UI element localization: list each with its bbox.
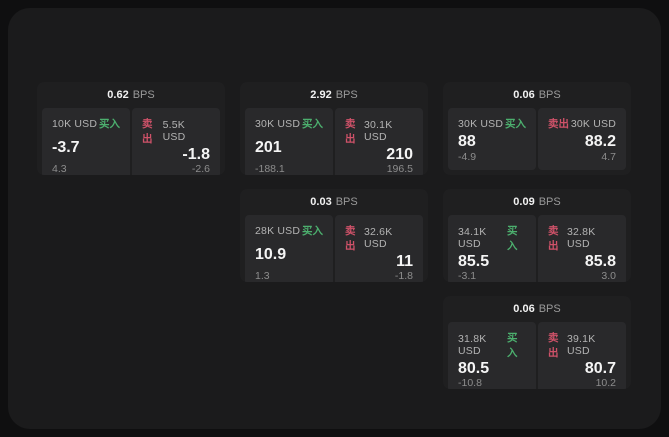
buy-label: 买入 xyxy=(505,118,526,130)
quote-card: 0.03 BPS 28K USD 买入 10.9 1.3 卖出 32.6K US… xyxy=(240,189,428,282)
sell-price: -1.8 xyxy=(182,146,210,163)
buy-pane[interactable]: 30K USD 买入 88 -4.9 xyxy=(448,108,536,170)
bps-unit: BPS xyxy=(538,303,561,315)
quote-card: 0.06 BPS 31.8K USD 买入 80.5 -10.8 卖出 39.1… xyxy=(443,296,631,389)
quotes-grid: 0.62 BPS 10K USD 买入 -3.7 4.3 卖出 5.5K USD xyxy=(37,82,631,389)
bps-value: 0.06 xyxy=(513,89,535,101)
buy-price: 80.5 xyxy=(458,360,490,377)
buy-price: 85.5 xyxy=(458,253,490,270)
buy-pane[interactable]: 28K USD 买入 10.9 1.3 xyxy=(245,215,333,282)
buy-price: -3.7 xyxy=(52,138,80,156)
card-body: 28K USD 买入 10.9 1.3 卖出 32.6K USD 11 -1.8 xyxy=(240,215,428,282)
sell-notional: 32.8K USD xyxy=(566,226,596,250)
bps-header: 0.62 BPS xyxy=(37,82,225,108)
sell-price: 85.8 xyxy=(584,253,616,270)
quotes-panel: 0.62 BPS 10K USD 买入 -3.7 4.3 卖出 5.5K USD xyxy=(8,8,661,429)
buy-label: 买入 xyxy=(302,118,323,130)
buy-label: 买入 xyxy=(507,332,518,359)
buy-notional: 34.1K USD xyxy=(458,226,487,250)
buy-sub-value: 4.3 xyxy=(52,163,67,175)
sell-pane[interactable]: 卖出 39.1K USD 80.7 10.2 xyxy=(538,322,626,389)
bps-value: 0.06 xyxy=(513,303,535,315)
sell-notional: 30.1K USD xyxy=(363,119,393,143)
buy-pane[interactable]: 30K USD 买入 201 -188.1 xyxy=(245,108,333,175)
bps-unit: BPS xyxy=(132,89,155,101)
bps-value: 0.09 xyxy=(513,196,535,208)
bps-unit: BPS xyxy=(538,196,561,208)
sell-notional: 5.5K USD xyxy=(162,119,186,143)
sell-notional: 32.6K USD xyxy=(363,226,393,250)
bps-header: 0.09 BPS xyxy=(443,189,631,215)
sell-label: 卖出 xyxy=(548,332,559,359)
bps-header: 2.92 BPS xyxy=(240,82,428,108)
sell-label: 卖出 xyxy=(345,225,356,252)
sell-pane[interactable]: 卖出 5.5K USD -1.8 -2.6 xyxy=(132,108,220,175)
sell-price: 80.7 xyxy=(584,360,616,377)
buy-notional: 30K USD xyxy=(458,117,504,130)
sell-pane[interactable]: 卖出 30.1K USD 210 196.5 xyxy=(335,108,423,175)
buy-sub-value: 1.3 xyxy=(255,270,270,282)
sell-sub-value: -2.6 xyxy=(191,163,210,175)
bps-header: 0.03 BPS xyxy=(240,189,428,215)
quote-card: 0.09 BPS 34.1K USD 买入 85.5 -3.1 卖出 32.8K… xyxy=(443,189,631,282)
bps-unit: BPS xyxy=(538,89,561,101)
buy-pane[interactable]: 10K USD 买入 -3.7 4.3 xyxy=(42,108,130,175)
buy-notional: 10K USD xyxy=(52,117,98,130)
buy-price: 88 xyxy=(458,132,476,150)
bps-unit: BPS xyxy=(335,196,358,208)
buy-label: 买入 xyxy=(507,225,518,252)
buy-notional: 31.8K USD xyxy=(458,333,487,357)
bps-header: 0.06 BPS xyxy=(443,296,631,322)
sell-pane[interactable]: 卖出 32.8K USD 85.8 3.0 xyxy=(538,215,626,282)
bps-unit: BPS xyxy=(335,89,358,101)
sell-price: 88.2 xyxy=(584,132,616,150)
sell-sub-value: 196.5 xyxy=(386,163,413,175)
buy-sub-value: -10.8 xyxy=(458,377,482,389)
quote-card: 0.62 BPS 10K USD 买入 -3.7 4.3 卖出 5.5K USD xyxy=(37,82,225,175)
buy-price: 10.9 xyxy=(255,245,287,263)
bps-value: 2.92 xyxy=(310,89,332,101)
sell-pane[interactable]: 卖出 32.6K USD 11 -1.8 xyxy=(335,215,423,282)
card-body: 10K USD 买入 -3.7 4.3 卖出 5.5K USD -1.8 -2.… xyxy=(37,108,225,175)
bps-header: 0.06 BPS xyxy=(443,82,631,108)
sell-sub-value: 10.2 xyxy=(595,377,616,389)
buy-pane[interactable]: 31.8K USD 买入 80.5 -10.8 xyxy=(448,322,536,389)
sell-notional: 39.1K USD xyxy=(566,333,596,357)
bps-value: 0.62 xyxy=(107,89,129,101)
sell-pane[interactable]: 卖出 30K USD 88.2 4.7 xyxy=(538,108,626,170)
buy-notional: 28K USD xyxy=(255,224,301,237)
bps-value: 0.03 xyxy=(310,196,332,208)
buy-sub-value: -3.1 xyxy=(458,270,477,282)
buy-sub-value: -188.1 xyxy=(255,163,285,175)
buy-label: 买入 xyxy=(99,118,120,130)
buy-price: 201 xyxy=(255,138,282,156)
buy-pane[interactable]: 34.1K USD 买入 85.5 -3.1 xyxy=(448,215,536,282)
sell-sub-value: -1.8 xyxy=(394,270,413,282)
card-body: 30K USD 买入 88 -4.9 卖出 30K USD 88.2 4.7 xyxy=(443,108,631,175)
sell-price: 210 xyxy=(386,146,413,163)
sell-label: 卖出 xyxy=(345,118,356,145)
card-body: 34.1K USD 买入 85.5 -3.1 卖出 32.8K USD 85.8… xyxy=(443,215,631,282)
card-body: 31.8K USD 买入 80.5 -10.8 卖出 39.1K USD 80.… xyxy=(443,322,631,389)
sell-sub-value: 3.0 xyxy=(601,270,616,282)
quote-card: 2.92 BPS 30K USD 买入 201 -188.1 卖出 30.1K … xyxy=(240,82,428,175)
sell-price: 11 xyxy=(396,253,413,270)
sell-label: 卖出 xyxy=(142,118,153,145)
buy-sub-value: -4.9 xyxy=(458,151,477,163)
sell-sub-value: 4.7 xyxy=(601,151,616,163)
quote-card: 0.06 BPS 30K USD 买入 88 -4.9 卖出 30K USD xyxy=(443,82,631,175)
sell-label: 卖出 xyxy=(548,118,569,130)
buy-notional: 30K USD xyxy=(255,117,301,130)
buy-label: 买入 xyxy=(302,225,323,237)
sell-label: 卖出 xyxy=(548,225,559,252)
sell-notional: 30K USD xyxy=(570,117,616,130)
card-body: 30K USD 买入 201 -188.1 卖出 30.1K USD 210 1… xyxy=(240,108,428,175)
